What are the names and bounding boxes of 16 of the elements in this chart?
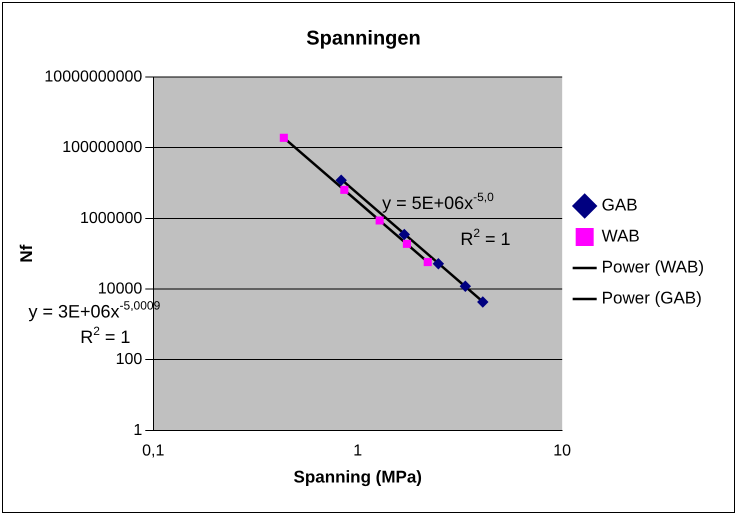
y-tick-label: 100000000 — [62, 139, 142, 156]
x-tick-label: 10 — [553, 442, 572, 460]
y-tick-label: 1 — [133, 422, 142, 439]
legend-label: GAB — [602, 196, 638, 215]
legend-label: Power (WAB) — [602, 258, 704, 277]
y-tick-label: 100 — [116, 351, 142, 368]
y-tick-label: 10000000000 — [44, 68, 142, 86]
x-tick-label: 1 — [353, 442, 362, 460]
x-axis-title: Spanning (MPa) — [294, 467, 422, 486]
legend-label: Power (GAB) — [602, 288, 702, 308]
y-axis-title: Nf — [16, 244, 36, 263]
legend-label: WAB — [602, 226, 640, 246]
chart-title: Spanningen — [306, 28, 421, 50]
y-tick-label: 10000 — [98, 280, 142, 298]
y-tick-label: 1000000 — [80, 210, 142, 227]
x-tick-label: 0,1 — [142, 442, 164, 460]
